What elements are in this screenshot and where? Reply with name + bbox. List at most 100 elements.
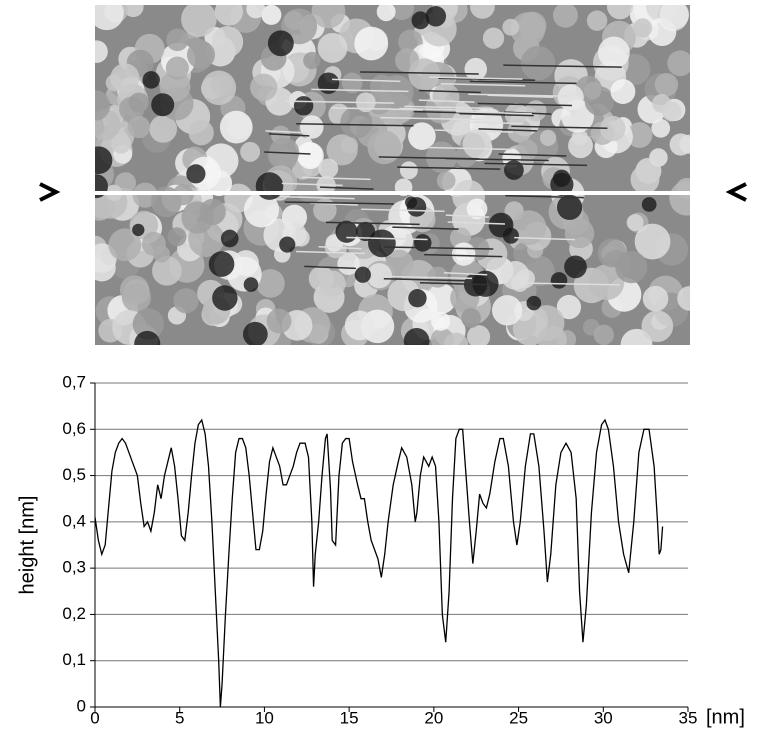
y-tick-label: 0,5 <box>62 465 86 484</box>
stm-streak <box>418 89 481 94</box>
stm-blob <box>677 286 690 311</box>
plot: 0 0,1 0,2 0,3 0,4 0,5 0,6 0,7 0 5 10 15 20 25 30 35 <box>62 372 697 727</box>
stm-blob <box>552 5 578 28</box>
stm-hole <box>255 172 284 200</box>
stm-hole <box>95 146 113 175</box>
stm-blob <box>610 79 636 104</box>
stm-blob <box>201 70 237 106</box>
stm-blob <box>641 310 674 343</box>
stm-blob <box>311 5 346 29</box>
stm-hole <box>564 255 587 279</box>
stm-blob <box>606 5 634 20</box>
stm-blob <box>538 325 567 345</box>
stm-streak <box>424 253 503 258</box>
stm-blob <box>632 18 653 38</box>
stm-streak <box>418 99 475 103</box>
stm-blob <box>502 18 520 36</box>
stm-blob <box>500 261 530 290</box>
stm-blob <box>354 26 389 61</box>
stm-streak <box>346 236 428 241</box>
stm-streak <box>318 246 362 250</box>
stm-blob <box>110 63 140 93</box>
stm-streak <box>304 265 356 270</box>
stm-streak <box>455 110 532 115</box>
stm-hole <box>212 285 238 311</box>
stm-blob <box>317 32 348 63</box>
stm-blob <box>167 227 187 247</box>
x-tick-label: 10 <box>255 708 274 727</box>
stm-blob <box>399 161 418 180</box>
stm-blob <box>615 251 648 284</box>
stm-blob <box>626 122 653 148</box>
stm-streak <box>511 125 608 130</box>
stm-blob <box>341 72 363 94</box>
stm-streak <box>503 64 622 68</box>
stm-streak <box>429 76 523 80</box>
stm-blob <box>467 325 491 345</box>
stm-hole <box>368 229 396 258</box>
stm-streak <box>445 214 490 218</box>
stm-streak <box>281 182 343 187</box>
stm-blob <box>292 229 310 247</box>
stm-blob <box>571 129 588 146</box>
stm-blob <box>511 210 547 246</box>
stm-streak <box>392 226 459 230</box>
stm-blob <box>492 295 523 326</box>
stm-blob <box>214 5 243 26</box>
stm-blob <box>319 270 346 297</box>
stm-blob <box>266 308 292 334</box>
stm-streak <box>320 186 374 190</box>
stm-blob <box>165 56 189 80</box>
stm-streak <box>264 151 311 155</box>
stm-streak <box>484 162 588 167</box>
stm-blob <box>451 242 476 266</box>
stm-streak <box>443 272 488 276</box>
stm-streak <box>331 107 423 111</box>
x-tick-label: 0 <box>90 708 99 727</box>
stm-hole <box>335 220 358 243</box>
stm-streak <box>378 156 480 160</box>
stm-blob <box>483 108 502 127</box>
stm-blob <box>344 310 375 341</box>
stm-blob <box>326 134 358 166</box>
y-tick-label: 0,4 <box>62 511 86 530</box>
stm-blob <box>303 51 321 70</box>
x-axis-label: [nm] <box>706 706 745 728</box>
stm-blob <box>376 5 396 22</box>
stm-blob <box>256 269 285 298</box>
stm-hole <box>406 197 427 217</box>
stm-streak <box>265 130 308 134</box>
stm-streak <box>284 201 394 205</box>
stm-blob <box>111 133 131 154</box>
stm-streak <box>383 277 466 282</box>
stm-blob <box>600 115 626 142</box>
stm-blob <box>654 72 679 97</box>
stm-streak <box>419 281 489 286</box>
stm-blob <box>166 28 189 52</box>
stm-blob <box>211 26 244 58</box>
stm-blob <box>540 129 557 146</box>
y-axis-label: height [nm] <box>16 496 38 595</box>
stm-blob <box>661 101 682 122</box>
stm-blob <box>525 100 547 122</box>
stm-blob <box>297 142 324 170</box>
stm-hole <box>526 295 542 311</box>
stm-blob <box>127 115 151 139</box>
stm-blob <box>518 11 547 40</box>
stm-hole <box>354 266 371 283</box>
stm-hole <box>317 72 340 94</box>
stm-streak <box>381 275 473 280</box>
stm-blob <box>95 90 111 121</box>
stm-streak <box>397 166 501 170</box>
y-tick-label: 0,2 <box>62 604 86 623</box>
stm-blob <box>597 36 630 69</box>
stm-blob <box>583 81 602 100</box>
stm-blob <box>246 5 266 19</box>
stm-streak <box>325 221 420 226</box>
stm-streak <box>311 88 409 93</box>
stm-blob <box>408 58 441 91</box>
stm-streak <box>447 221 506 225</box>
stm-hole <box>243 277 259 292</box>
stm-streak <box>434 129 514 133</box>
stm-blob <box>642 285 669 312</box>
